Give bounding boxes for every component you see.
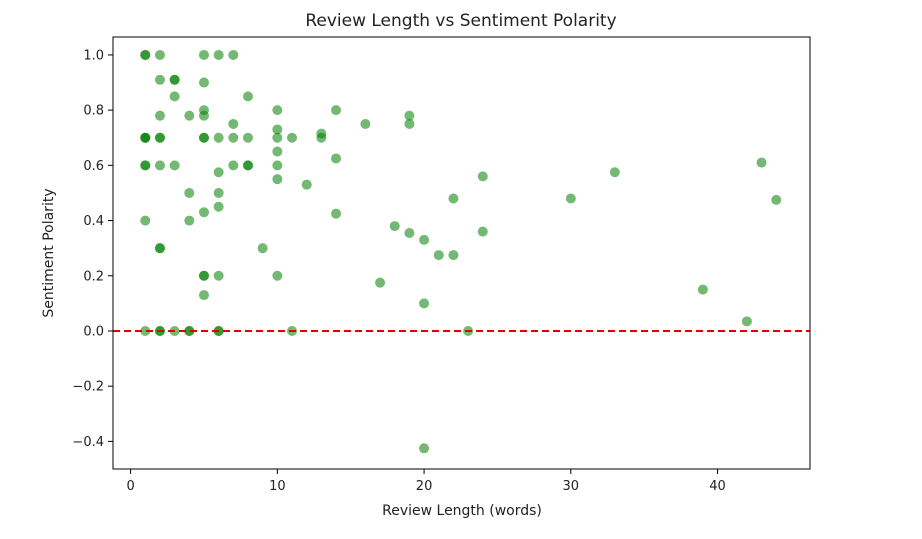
data-point xyxy=(448,250,459,261)
data-point xyxy=(697,284,708,295)
chart-title: Review Length vs Sentiment Polarity xyxy=(305,11,616,31)
data-point xyxy=(419,443,430,454)
data-point xyxy=(213,187,224,198)
x-tick-label: 10 xyxy=(269,479,286,494)
data-point xyxy=(477,171,488,182)
y-ticks: −0.4 −0.2 0.0 0.2 0.4 0.6 0.8 1.0 xyxy=(72,48,113,450)
data-point xyxy=(331,153,342,164)
data-point xyxy=(184,215,195,226)
data-point xyxy=(331,208,342,219)
data-point xyxy=(242,160,253,171)
data-point xyxy=(609,167,620,178)
data-point xyxy=(154,132,165,143)
data-point xyxy=(331,105,342,116)
data-point xyxy=(213,201,224,212)
data-point xyxy=(154,243,165,254)
data-point xyxy=(741,316,752,327)
y-tick-label: 0.8 xyxy=(83,104,104,119)
x-tick-label: 0 xyxy=(126,479,134,494)
data-point xyxy=(169,74,180,85)
data-point xyxy=(140,160,151,171)
data-point xyxy=(169,160,180,171)
x-ticks: 0 10 20 30 40 xyxy=(126,469,726,494)
data-point xyxy=(228,118,239,129)
data-point xyxy=(272,132,283,143)
data-point xyxy=(301,179,312,190)
data-point xyxy=(169,91,180,102)
y-axis-title: Sentiment Polarity xyxy=(41,188,57,317)
y-tick-label: 0.6 xyxy=(83,159,104,174)
y-tick-label: 1.0 xyxy=(83,48,104,63)
data-point xyxy=(198,207,209,218)
data-point xyxy=(272,105,283,116)
data-point xyxy=(154,49,165,60)
data-point xyxy=(419,298,430,309)
data-point xyxy=(213,167,224,178)
data-point xyxy=(477,226,488,237)
plot-frame xyxy=(112,36,811,470)
data-point xyxy=(448,193,459,204)
data-point xyxy=(360,118,371,129)
data-point xyxy=(272,124,283,135)
x-tick-label: 40 xyxy=(709,479,726,494)
data-point xyxy=(272,160,283,171)
data-point xyxy=(272,174,283,185)
data-point xyxy=(316,132,327,143)
y-tick-label: −0.2 xyxy=(72,380,104,395)
y-tick-label: 0.2 xyxy=(83,269,104,284)
data-point xyxy=(404,118,415,129)
x-tick-label: 30 xyxy=(563,479,580,494)
data-point xyxy=(140,215,151,226)
data-point xyxy=(257,243,268,254)
points-layer xyxy=(140,49,782,454)
data-point xyxy=(565,193,576,204)
data-point xyxy=(198,270,209,281)
y-tick-label: 0.0 xyxy=(83,324,104,339)
data-point xyxy=(184,110,195,121)
data-point xyxy=(154,110,165,121)
data-point xyxy=(228,132,239,143)
data-point xyxy=(198,290,209,301)
data-point xyxy=(154,160,165,171)
data-point xyxy=(242,91,253,102)
data-point xyxy=(198,49,209,60)
data-point xyxy=(228,160,239,171)
data-point xyxy=(756,157,767,168)
data-point xyxy=(213,132,224,143)
data-point xyxy=(198,132,209,143)
data-point xyxy=(198,77,209,88)
x-axis-title: Review Length (words) xyxy=(382,503,542,519)
data-point xyxy=(184,187,195,198)
x-tick-label: 20 xyxy=(416,479,433,494)
data-point xyxy=(771,194,782,205)
data-point xyxy=(433,250,444,261)
y-tick-label: 0.4 xyxy=(83,214,104,229)
y-tick-label: −0.4 xyxy=(72,435,104,450)
data-point xyxy=(140,49,151,60)
data-point xyxy=(419,234,430,245)
data-point xyxy=(140,132,151,143)
data-point xyxy=(140,325,151,336)
data-point xyxy=(242,132,253,143)
data-point xyxy=(272,146,283,157)
data-point xyxy=(154,74,165,85)
data-point xyxy=(375,277,386,288)
data-point xyxy=(198,110,209,121)
data-point xyxy=(389,221,400,232)
data-point xyxy=(184,325,195,336)
data-point xyxy=(213,270,224,281)
data-point xyxy=(228,49,239,60)
data-point xyxy=(287,132,298,143)
data-point xyxy=(404,227,415,238)
data-point xyxy=(213,49,224,60)
data-point xyxy=(272,270,283,281)
data-point xyxy=(404,110,415,121)
